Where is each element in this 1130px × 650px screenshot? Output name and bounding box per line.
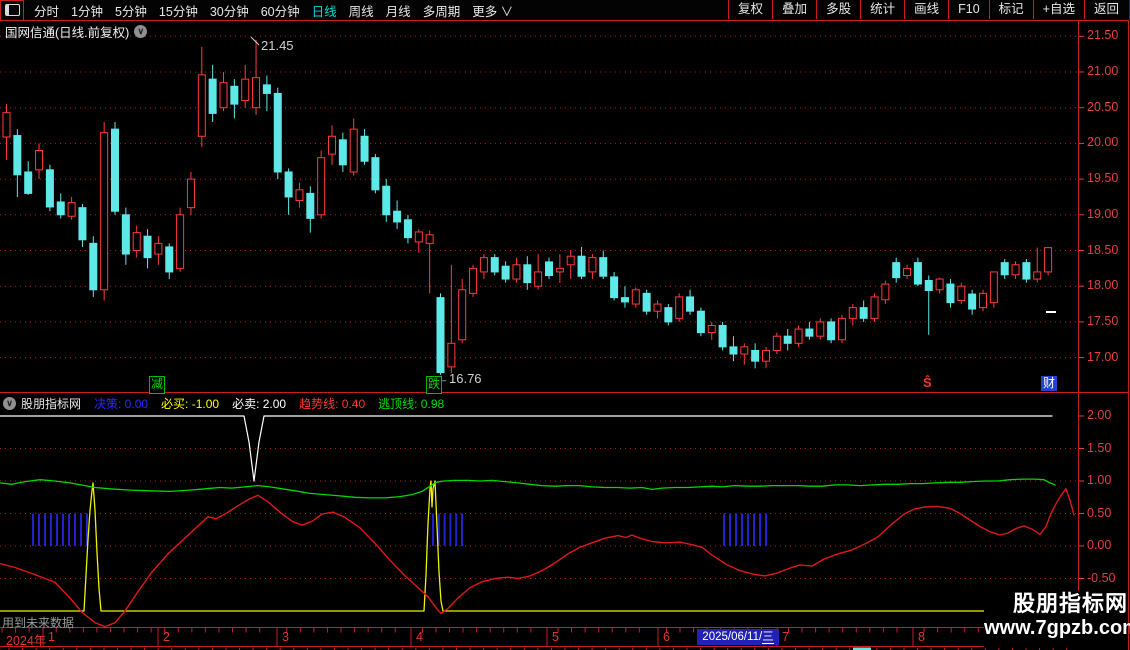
indicator-axis-label: 1.00 [1087, 473, 1112, 487]
signal-marker-Ŝ: Ŝ [923, 375, 932, 390]
month-label-4: 4 [416, 630, 423, 644]
price-axis-label: 21.00 [1087, 64, 1119, 78]
axis-year-label: 2024年 [6, 634, 47, 648]
period-tab-5分钟[interactable]: 5分钟 [114, 4, 147, 19]
indicator-field-决策: 决策: 0.00 [94, 396, 149, 411]
price-axis-label: 18.50 [1087, 242, 1119, 257]
toolbar-button-返回[interactable]: 返回 [1083, 0, 1128, 19]
signal-marker-减: 减 [149, 376, 165, 394]
price-annotation: 21.45 [261, 38, 294, 53]
indicator-field-必买: 必买: -1.00 [161, 396, 220, 411]
indicator-axis-label: 1.50 [1087, 440, 1112, 455]
indicator-collapse-icon[interactable]: ∨ [3, 396, 16, 410]
signal-marker-财: 财 [1041, 376, 1058, 391]
price-axis-label: 20.00 [1087, 135, 1119, 150]
price-axis-label: 17.50 [1087, 313, 1119, 328]
indicator-field-趋势线: 趋势线: 0.40 [299, 396, 366, 411]
period-tab-15分钟[interactable]: 15分钟 [158, 4, 198, 19]
indicator-field-逃顶线: 逃顶线: 0.98 [378, 396, 445, 411]
indicator-source-label: 股朋指标网 [21, 396, 82, 411]
price-annotation: ←16.76 [436, 371, 482, 386]
month-label-1: 1 [48, 630, 55, 644]
month-label-8: 8 [918, 630, 925, 644]
period-tab-更多[interactable]: 更多 ∨ [472, 4, 514, 19]
toolbar-button-+自选[interactable]: +自选 [1032, 0, 1084, 19]
indicator-axis-label: 0.00 [1087, 538, 1112, 552]
crosshair-date: 2025/06/11/ [702, 631, 763, 643]
price-axis-label: 21.50 [1087, 28, 1119, 43]
price-axis-label: 20.50 [1087, 99, 1119, 114]
period-tab-60分钟[interactable]: 60分钟 [260, 4, 300, 19]
period-tab-月线[interactable]: 月线 [385, 4, 411, 19]
watermark-site-name: 股朋指标网 [1012, 591, 1128, 616]
watermark: 股朋指标网 www.7gpzb.com [984, 591, 1130, 648]
toolbar-button-标记[interactable]: 标记 [988, 0, 1033, 19]
indicator-axis-label: 0.50 [1087, 505, 1112, 520]
period-tab-周线[interactable]: 周线 [348, 4, 374, 19]
toolbar-button-F10[interactable]: F10 [948, 0, 989, 19]
month-label-5: 5 [552, 630, 559, 644]
period-tab-多周期[interactable]: 多周期 [422, 4, 461, 19]
chevron-down-icon[interactable]: ∨ [134, 25, 148, 38]
candlestick-series [2, 39, 1053, 375]
chart-title-row: 国网信通(日线.前复权) ∨ [5, 22, 148, 41]
month-label-7: 7 [782, 630, 789, 644]
period-tab-30分钟[interactable]: 30分钟 [209, 4, 249, 19]
panel-toggle-icon[interactable] [0, 0, 24, 21]
toolbar-button-画线[interactable]: 画线 [904, 0, 948, 19]
indicator-field-必卖: 必卖: 2.00 [232, 396, 287, 411]
chart-title: 国网信通(日线.前复权) [5, 26, 130, 40]
month-label-3: 3 [282, 630, 289, 644]
indicator-axis-label: -0.50 [1087, 570, 1116, 585]
toolbar-button-叠加[interactable]: 叠加 [772, 0, 816, 19]
bottom-cutoff-fragment [853, 647, 871, 650]
month-label-6: 6 [663, 630, 670, 644]
toolbar-button-多股[interactable]: 多股 [816, 0, 860, 19]
top-menu-bar: 分时 1分钟 5分钟 15分钟 30分钟 60分钟 日线 周线 月线 多周期 更多 ∨ 复权 叠加 多股… [0, 0, 1129, 21]
price-axis-label: 17.00 [1087, 349, 1119, 364]
price-axis-label: 19.00 [1087, 206, 1119, 221]
crosshair-weekday: 三 [762, 631, 774, 644]
toolbar-actions: 复权 叠加 多股 统计 画线 F10 标记 +自选 返回 [728, 0, 1128, 19]
price-axis-label: 19.50 [1087, 171, 1119, 186]
month-label-2: 2 [163, 630, 170, 644]
toolbar-button-复权[interactable]: 复权 [728, 0, 772, 19]
future-data-note: 用到未来数据 [2, 616, 75, 630]
toolbar-button-统计[interactable]: 统计 [860, 0, 904, 19]
indicator-axis-label: 2.00 [1087, 408, 1112, 422]
period-tab-分时[interactable]: 分时 [34, 4, 60, 19]
indicator-source: ∨ 股朋指标网 [3, 395, 81, 412]
price-axis-label: 18.00 [1087, 278, 1119, 293]
indicator-header: ∨ 股朋指标网 决策: 0.00 必买: -1.00 必卖: 2.00 趋势线: 0.… [3, 395, 444, 411]
crosshair-date-tag: 2025/06/11/三 [697, 629, 779, 645]
watermark-site-url: www.7gpzb.com [984, 617, 1130, 639]
period-tab-1分钟[interactable]: 1分钟 [71, 4, 103, 19]
signal-marker-跌: 跌 [426, 376, 442, 394]
period-tab-日线[interactable]: 日线 [311, 4, 337, 19]
period-tabs: 分时 1分钟 5分钟 15分钟 30分钟 60分钟 日线 周线 月线 多周期 更多 ∨ [34, 1, 513, 20]
